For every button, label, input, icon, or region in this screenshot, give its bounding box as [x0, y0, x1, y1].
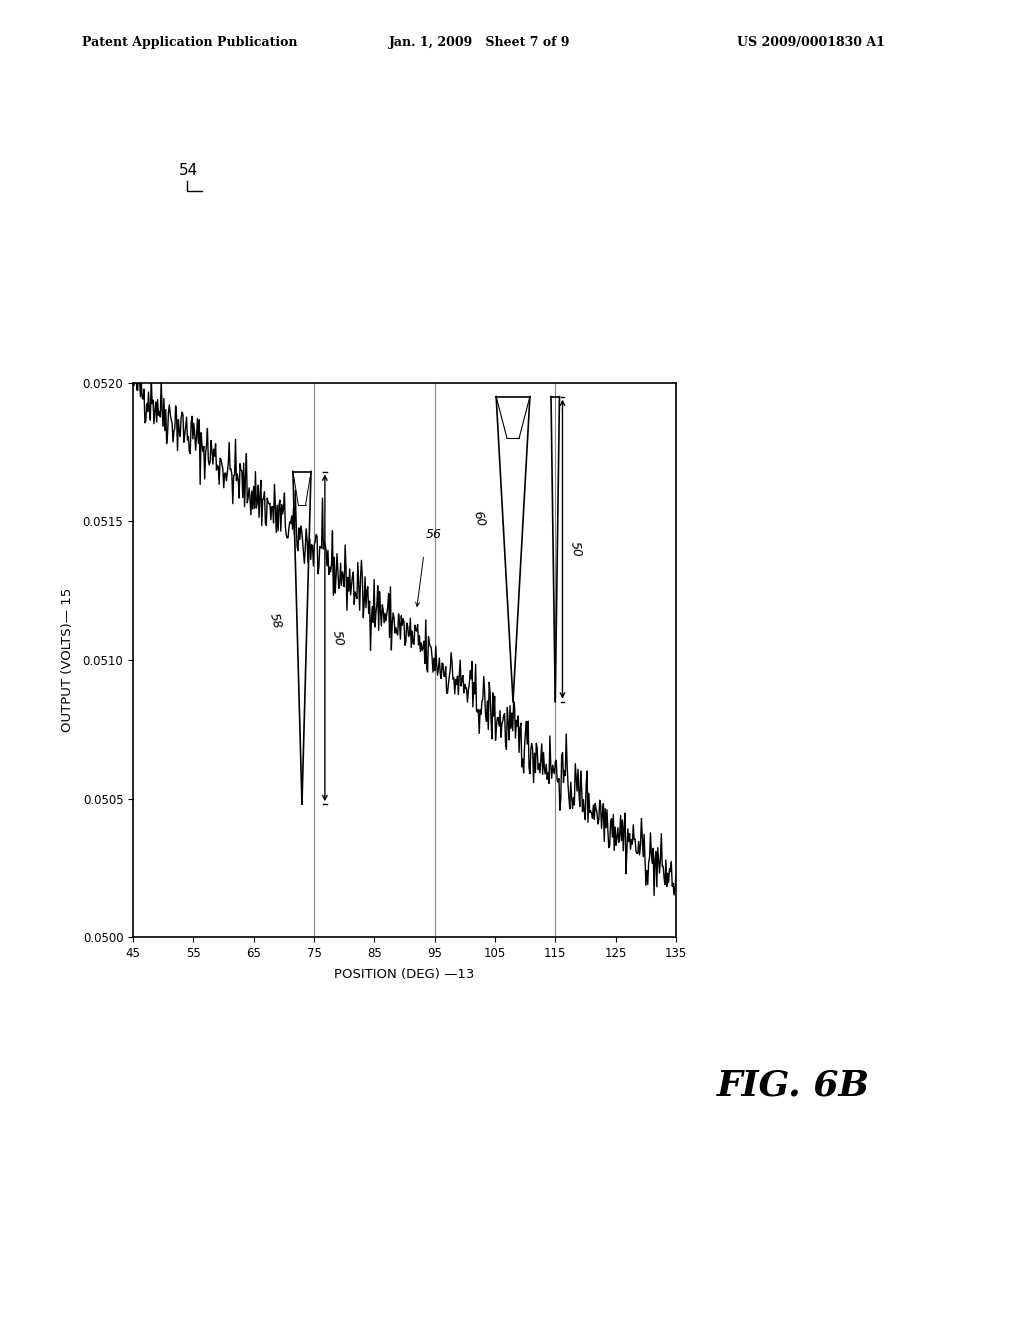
Text: 58: 58: [267, 611, 284, 631]
Text: US 2009/0001830 A1: US 2009/0001830 A1: [737, 36, 885, 49]
Text: Patent Application Publication: Patent Application Publication: [82, 36, 297, 49]
X-axis label: POSITION (DEG) —13: POSITION (DEG) —13: [334, 969, 475, 981]
Text: 56: 56: [426, 528, 441, 541]
Text: 50: 50: [567, 540, 583, 558]
Text: FIG. 6B: FIG. 6B: [717, 1068, 869, 1102]
Text: 60: 60: [470, 510, 487, 528]
Y-axis label: OUTPUT (VOLTS)— 15: OUTPUT (VOLTS)— 15: [61, 587, 75, 733]
Text: 54: 54: [179, 164, 199, 178]
Text: 50: 50: [330, 628, 345, 647]
Text: Jan. 1, 2009   Sheet 7 of 9: Jan. 1, 2009 Sheet 7 of 9: [389, 36, 570, 49]
